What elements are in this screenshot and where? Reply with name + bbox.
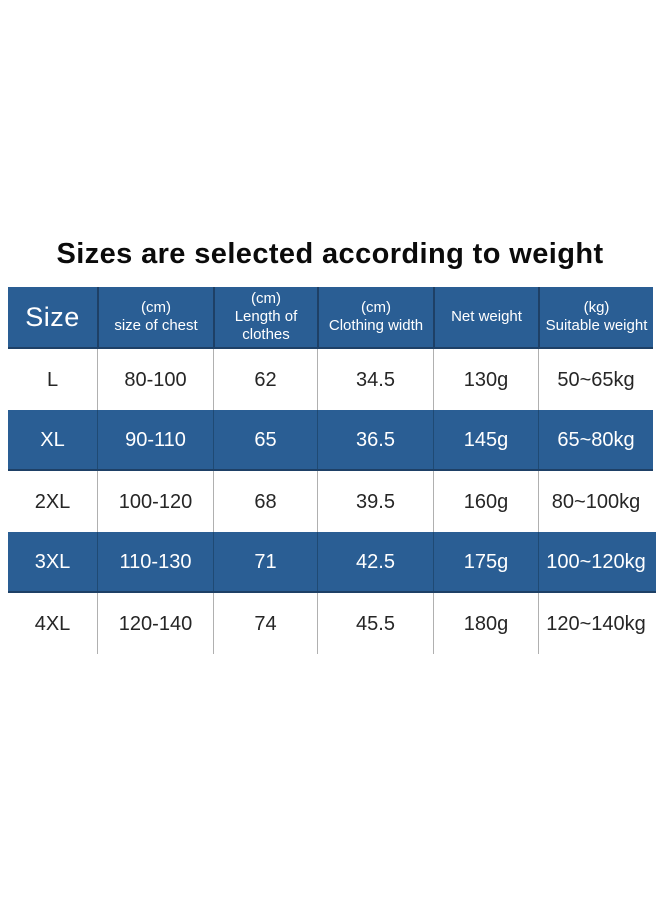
cell-length: 62 [213,349,317,410]
header-length-unit: (cm) [251,290,281,307]
cell-net-weight: 130g [433,349,538,410]
cell-length: 68 [213,471,317,532]
cell-clothing-width: 42.5 [317,532,433,591]
header-width-label: Clothing width [328,317,424,334]
header-suitable-unit: (kg) [583,299,610,316]
header-cell-length: (cm) Length of clothes [213,287,317,347]
cell-size: L [46,368,59,391]
header-chest-unit: (cm) [141,299,171,316]
table-row-2xl: 2XL 100-120 68 39.5 160g 80~100kg [8,471,653,532]
header-length-label-1: Length of [234,308,298,325]
cell-clothing-width: 45.5 [317,593,433,654]
cell-suitable-weight: 120~140kg [538,593,653,654]
table-row-xl: XL 90-110 65 36.5 145g 65~80kg [8,410,653,471]
table-row-4xl: 4XL 120-140 74 45.5 180g 120~140kg [8,593,653,654]
cell-size: 2XL [34,490,71,513]
cell-net-weight: 175g [433,532,538,591]
cell-clothing-width: 34.5 [317,349,433,410]
header-chest-label: size of chest [114,317,198,334]
header-cell-net-weight: Net weight [433,287,538,347]
cell-length: 74 [213,593,317,654]
cell-suitable-weight: 100~120kg [538,532,653,591]
cell-size: 4XL [34,612,71,635]
cell-suitable-weight: 65~80kg [538,410,653,469]
cell-clothing-width: 36.5 [317,410,433,469]
cell-net-weight: 180g [433,593,538,654]
table-row-l: L 80-100 62 34.5 130g 50~65kg [8,349,653,410]
cell-chest: 90-110 [97,410,213,469]
cell-net-weight: 160g [433,471,538,532]
cell-clothing-width: 39.5 [317,471,433,532]
header-length-label-2: clothes [242,326,290,343]
cell-length: 65 [213,410,317,469]
header-net-weight-label: Net weight [451,308,522,325]
cell-suitable-weight: 80~100kg [538,471,653,532]
cell-suitable-weight: 50~65kg [538,349,653,410]
cell-net-weight: 145g [433,410,538,469]
cell-size: 3XL [34,550,71,573]
page-title: Sizes are selected according to weight [56,238,604,270]
cell-chest: 100-120 [97,471,213,532]
header-size-label: Size [25,301,80,332]
cell-length: 71 [213,532,317,591]
table-header-row: Size (cm) size of chest (cm) Length of c… [8,287,653,349]
cell-chest: 110-130 [97,532,213,591]
header-cell-clothing-width: (cm) Clothing width [317,287,433,347]
header-cell-chest: (cm) size of chest [97,287,213,347]
header-suitable-label: Suitable weight [545,317,648,334]
header-cell-size: Size [8,287,97,347]
size-table: Size (cm) size of chest (cm) Length of c… [8,287,656,654]
header-width-unit: (cm) [361,299,391,316]
header-cell-suitable-weight: (kg) Suitable weight [538,287,653,347]
cell-size: XL [40,428,65,451]
table-row-3xl: 3XL 110-130 71 42.5 175g 100~120kg [8,532,656,593]
cell-chest: 80-100 [97,349,213,410]
cell-chest: 120-140 [97,593,213,654]
